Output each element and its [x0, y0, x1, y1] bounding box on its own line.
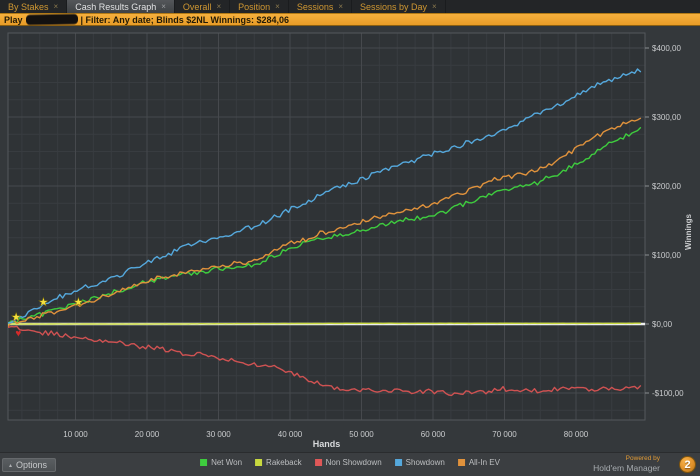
showdown-swatch-icon: [394, 459, 402, 466]
options-button-label: Options: [16, 460, 48, 470]
tab-label: Sessions by Day: [360, 1, 428, 12]
powered-by-label: Powered by: [625, 455, 660, 462]
legend-item-rakeback[interactable]: Rakeback: [255, 458, 302, 467]
tab-label: By Stakes: [8, 1, 49, 12]
x-tick-label: 20 000: [135, 430, 160, 439]
options-arrow-icon: ▴: [9, 462, 13, 469]
y-axis-title: Winnings: [684, 213, 693, 249]
tab-overall[interactable]: Overall ×: [175, 0, 231, 13]
series-net-won-line: [8, 126, 642, 324]
all-in-ev-swatch-icon: [457, 459, 465, 466]
filter-bar[interactable]: Play | Filter: Any date; Blinds $2NL Win…: [0, 13, 700, 26]
tab-label: Overall: [182, 1, 212, 12]
options-button[interactable]: ▴ Options: [2, 458, 57, 472]
brand-label: Hold'em Manager: [593, 463, 660, 474]
y-tick-label: $200,00: [652, 182, 681, 191]
star-marker-icon[interactable]: ★: [73, 295, 84, 309]
x-tick-label: 30 000: [206, 430, 231, 439]
x-axis: 10 000 20 000 30 000 40 000 50 000 60 000 70 0…: [63, 430, 589, 449]
tab-close-icon[interactable]: ×: [216, 1, 222, 11]
y-tick-label: $0,00: [652, 320, 673, 329]
legend-item-all-in-ev[interactable]: All-In EV: [457, 458, 500, 467]
x-tick-label: 40 000: [278, 430, 303, 439]
logo-number: 2: [684, 458, 691, 471]
tab-label: Sessions: [296, 1, 334, 12]
plot-area: [8, 33, 645, 420]
bottom-bar: ▴ Options Net Won Rakeback Non Showdown …: [0, 452, 700, 476]
legend-label: Rakeback: [266, 458, 302, 467]
series-non-showdown-line: [8, 325, 642, 397]
x-tick-label: 60 000: [421, 430, 446, 439]
x-tick-label: 10 000: [63, 430, 88, 439]
tab-close-icon[interactable]: ×: [275, 1, 280, 11]
star-marker-icon[interactable]: ★: [11, 310, 22, 324]
tab-sessions[interactable]: Sessions ×: [289, 0, 353, 13]
tab-position[interactable]: Position ×: [230, 0, 289, 13]
legend-item-non-showdown[interactable]: Non Showdown: [314, 458, 382, 467]
heart-marker-icon[interactable]: ♥: [15, 328, 21, 339]
holdem-manager-logo-icon: 2: [679, 456, 696, 473]
tab-close-icon[interactable]: ×: [161, 1, 166, 11]
legend-label: Non Showdown: [325, 458, 382, 467]
chart-legend: Net Won Rakeback Non Showdown Showdown A…: [200, 458, 500, 467]
x-tick-label: 50 000: [349, 430, 374, 439]
net-won-swatch-icon: [200, 459, 208, 466]
powered-by-block: Powered by Hold'em Manager: [593, 455, 660, 474]
filter-summary: | Filter: Any date; Blinds $2NL Winnings…: [80, 14, 289, 25]
x-tick-label: 70 000: [492, 430, 517, 439]
plot-border: [7, 32, 646, 421]
y-tick-label: $300,00: [652, 113, 681, 122]
series-rakeback-line: [8, 322, 642, 325]
marker-layer: ★ ★ ★ ♥: [11, 295, 84, 340]
legend-item-showdown[interactable]: Showdown: [394, 458, 445, 467]
y-tick-label: -$100,00: [652, 389, 684, 398]
series-layer: [8, 68, 642, 397]
series-showdown-line: [8, 68, 642, 324]
y-tick-label: $400,00: [652, 44, 681, 53]
y-axis: $400,00 $300,00 $200,00 $100,00 $0,00 -$100,0…: [645, 44, 693, 398]
y-tick-label: $100,00: [652, 251, 681, 260]
legend-label: Net Won: [211, 458, 243, 467]
minor-grid: [8, 33, 645, 420]
legend-label: Showdown: [405, 458, 445, 467]
x-axis-title: Hands: [313, 439, 341, 449]
tab-close-icon[interactable]: ×: [338, 1, 344, 11]
star-marker-icon[interactable]: ★: [38, 295, 49, 309]
tab-sessions-by-day[interactable]: Sessions by Day ×: [352, 0, 446, 13]
tab-cash-results-graph[interactable]: Cash Results Graph ×: [67, 0, 175, 13]
tab-bar: By Stakes × Cash Results Graph × Overall…: [0, 0, 700, 13]
x-tick-label: 80 000: [564, 430, 589, 439]
tab-close-icon[interactable]: ×: [432, 1, 437, 11]
tab-close-icon[interactable]: ×: [53, 1, 59, 11]
series-all-in-ev-line: [8, 117, 642, 327]
tab-label: Cash Results Graph: [75, 1, 157, 12]
rakeback-swatch-icon: [255, 459, 263, 466]
tab-by-stakes[interactable]: By Stakes ×: [0, 0, 68, 13]
player-label: Play: [4, 14, 23, 25]
tab-label: Position: [238, 1, 271, 12]
legend-item-net-won[interactable]: Net Won: [200, 458, 242, 467]
non-showdown-swatch-icon: [314, 459, 322, 466]
legend-label: All-In EV: [468, 458, 500, 467]
